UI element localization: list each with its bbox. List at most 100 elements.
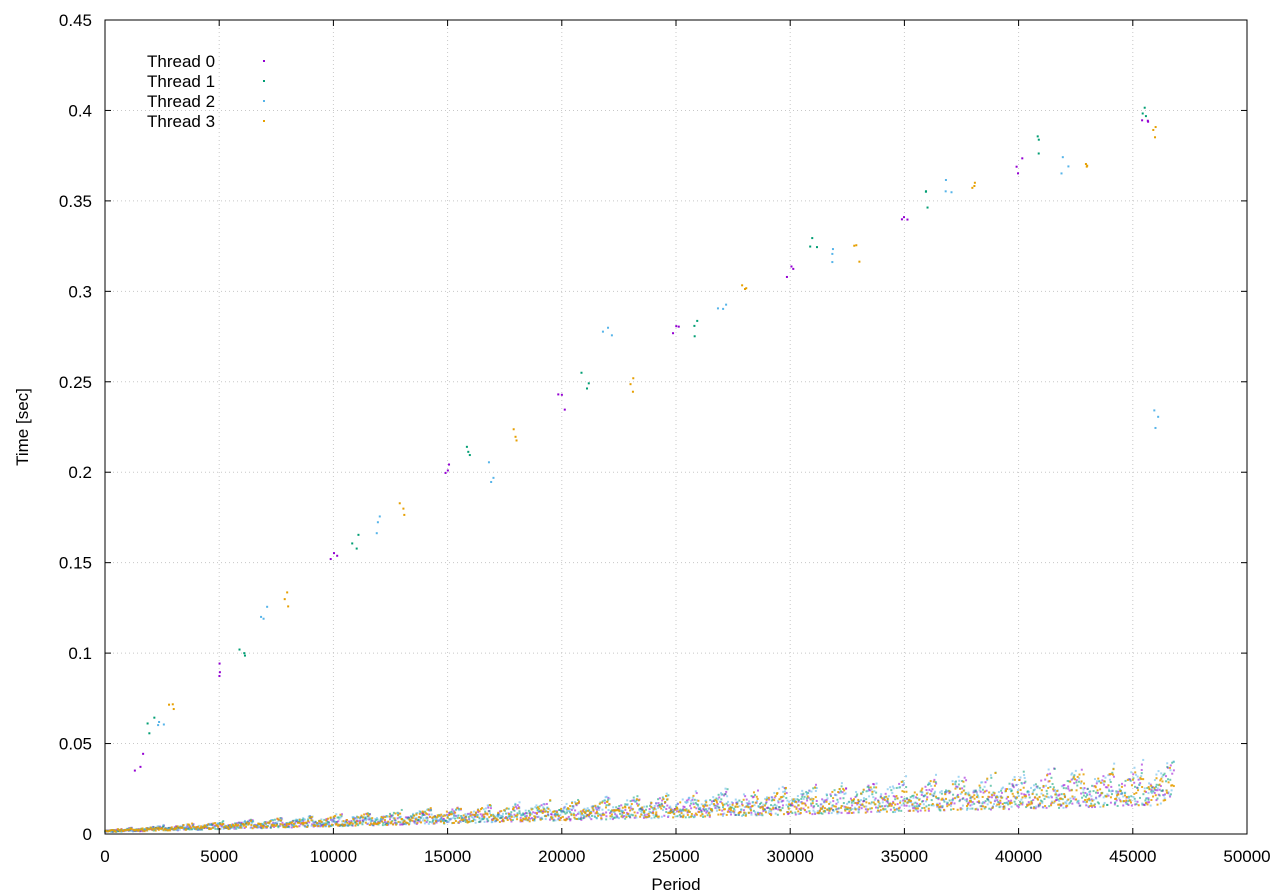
data-point xyxy=(584,811,587,814)
data-point xyxy=(200,826,203,829)
data-point xyxy=(678,813,681,816)
data-point xyxy=(223,824,226,827)
data-point xyxy=(824,811,827,814)
data-point xyxy=(109,830,112,833)
data-point xyxy=(1007,801,1010,804)
data-point xyxy=(865,805,868,808)
data-point xyxy=(1091,806,1094,809)
data-point xyxy=(905,786,908,789)
data-point xyxy=(660,815,663,818)
data-point xyxy=(679,809,682,812)
data-point xyxy=(1171,772,1174,775)
data-point xyxy=(1023,781,1026,784)
data-point xyxy=(716,803,719,806)
data-point xyxy=(1019,788,1022,791)
data-point xyxy=(600,814,603,817)
outlier-point xyxy=(586,387,589,390)
data-point xyxy=(1079,782,1082,785)
data-point xyxy=(661,799,664,802)
data-point xyxy=(548,818,551,821)
data-point xyxy=(526,818,529,821)
data-point xyxy=(456,807,459,810)
data-point xyxy=(1050,776,1053,779)
outlier-point xyxy=(722,307,725,310)
data-point xyxy=(425,812,428,815)
data-point xyxy=(665,795,668,798)
data-point xyxy=(243,823,246,826)
outlier-point xyxy=(1036,135,1039,138)
data-point xyxy=(198,824,201,827)
data-point xyxy=(132,828,135,831)
data-point xyxy=(752,809,755,812)
data-point xyxy=(320,820,323,823)
data-point xyxy=(897,807,900,810)
data-point xyxy=(459,807,462,810)
data-point xyxy=(444,814,447,817)
data-point xyxy=(898,786,901,789)
outlier-point xyxy=(287,605,290,608)
outlier-point xyxy=(858,260,861,263)
data-point xyxy=(1141,803,1144,806)
outlier-point xyxy=(139,765,142,768)
data-point xyxy=(941,797,944,800)
data-point xyxy=(612,816,615,819)
data-point xyxy=(172,828,175,831)
data-point xyxy=(426,808,429,811)
data-point xyxy=(952,797,955,800)
data-point xyxy=(321,825,324,828)
data-point xyxy=(379,818,382,821)
data-point xyxy=(1102,805,1105,808)
data-point xyxy=(271,823,274,826)
data-point xyxy=(572,813,575,816)
data-point xyxy=(837,807,840,810)
data-point xyxy=(228,826,231,829)
data-point xyxy=(1134,803,1137,806)
data-point xyxy=(430,813,433,816)
data-point xyxy=(654,808,657,811)
data-point xyxy=(800,793,803,796)
outlier-point xyxy=(1157,415,1160,418)
data-point xyxy=(563,811,566,814)
data-point xyxy=(906,801,909,804)
data-point xyxy=(505,812,508,815)
data-point xyxy=(1003,805,1006,808)
data-point xyxy=(1040,779,1043,782)
data-point xyxy=(1009,801,1012,804)
data-point xyxy=(665,792,668,795)
outlier-point xyxy=(745,287,748,290)
data-point xyxy=(903,804,906,807)
data-point xyxy=(818,810,821,813)
data-point xyxy=(294,822,297,825)
data-point xyxy=(435,821,438,824)
data-point xyxy=(777,801,780,804)
data-point xyxy=(765,801,768,804)
data-point xyxy=(557,809,560,812)
data-point xyxy=(1086,794,1089,797)
data-point xyxy=(532,819,535,822)
data-point xyxy=(805,793,808,796)
data-point xyxy=(540,809,543,812)
data-point xyxy=(418,812,421,815)
data-point xyxy=(860,807,863,810)
data-point xyxy=(847,801,850,804)
data-point xyxy=(186,823,189,826)
data-point xyxy=(449,813,452,816)
data-point xyxy=(886,788,889,791)
data-point xyxy=(899,800,902,803)
data-point xyxy=(800,797,803,800)
data-point xyxy=(742,813,745,816)
legend-marker xyxy=(263,60,265,62)
data-point xyxy=(1072,777,1075,780)
data-point xyxy=(195,827,198,830)
data-point xyxy=(367,814,370,817)
data-point xyxy=(171,827,174,830)
data-point xyxy=(355,822,358,825)
data-point xyxy=(754,794,757,797)
data-point xyxy=(676,807,679,810)
data-point xyxy=(1062,784,1065,787)
data-point xyxy=(973,790,976,793)
data-point xyxy=(374,822,377,825)
data-point xyxy=(239,823,242,826)
data-point xyxy=(534,816,537,819)
data-point xyxy=(506,816,509,819)
